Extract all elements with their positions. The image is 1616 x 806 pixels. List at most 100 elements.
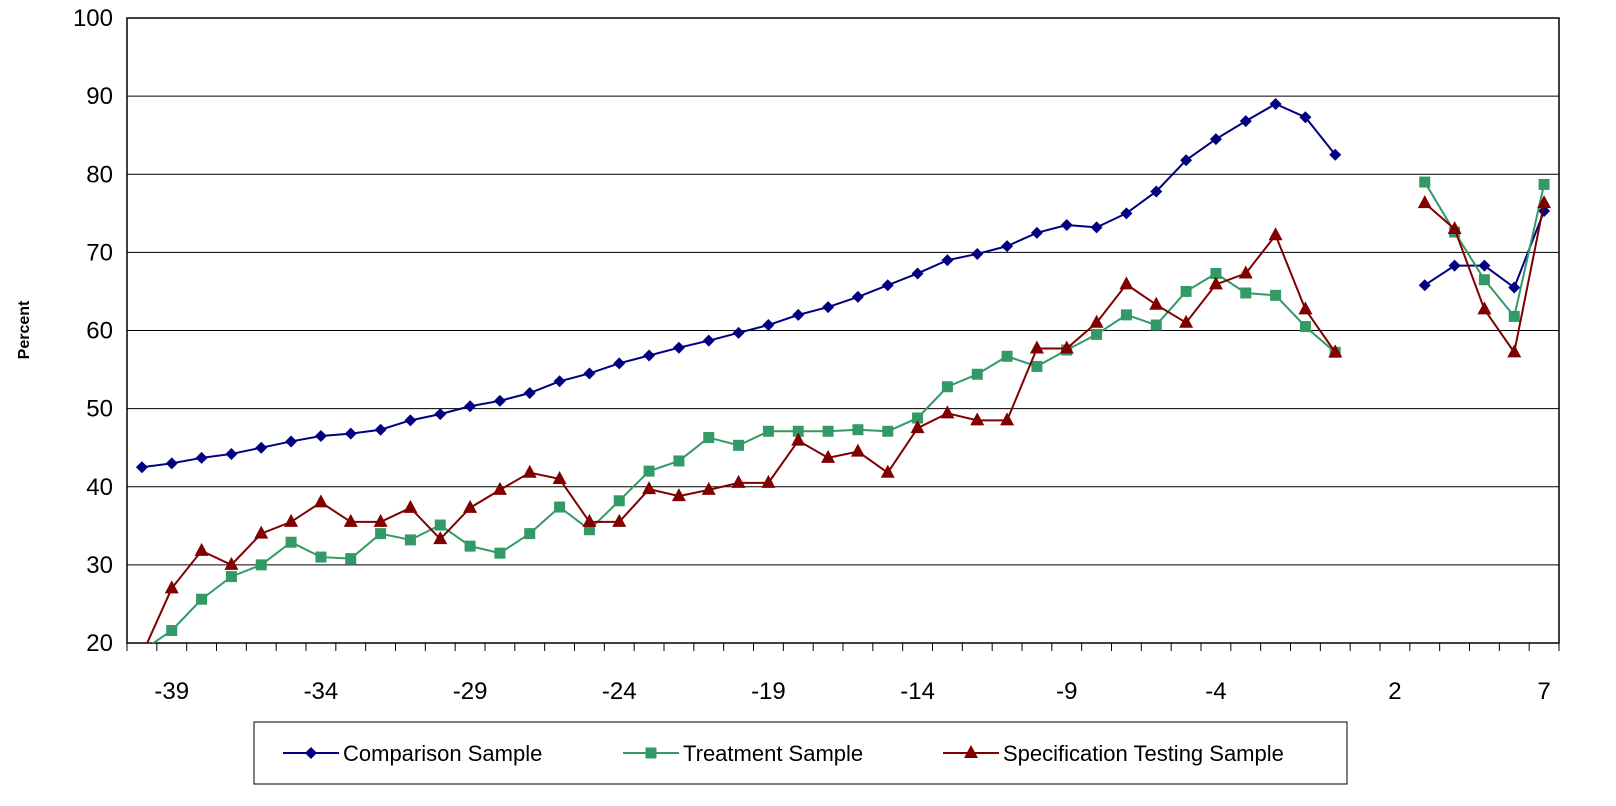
data-point [1089,314,1104,328]
data-point [912,412,924,424]
data-point [313,494,328,508]
legend: Comparison Sample Treatment Sample Specifi… [253,721,1348,785]
data-point [1031,360,1043,372]
data-point [1328,344,1343,358]
data-point [284,513,299,527]
data-point [792,308,805,321]
data-point [732,326,745,339]
data-point [1210,267,1222,279]
data-point [583,367,596,380]
data-point [1329,148,1342,161]
data-point [1120,207,1133,220]
data-point [1090,221,1103,234]
data-point [822,425,834,437]
data-point [1209,133,1222,146]
data-point [643,349,656,362]
data-point [941,381,953,393]
data-point [731,474,746,488]
data-point [136,645,147,656]
data-point [1029,340,1044,354]
data-point [850,443,865,457]
x-tick-label: -39 [154,678,189,705]
data-point [1060,219,1073,232]
data-point [1120,309,1132,321]
data-point [164,580,179,594]
data-point [463,499,478,513]
legend-label: Specification Testing Sample [1003,741,1284,766]
x-axis-ticks [126,643,1560,651]
data-point [345,553,357,565]
data-point [1059,340,1074,354]
x-tick-label: -29 [453,678,488,705]
legend-marker [964,745,978,758]
data-point [642,481,657,495]
data-point [194,542,209,556]
data-point [403,499,418,513]
data-point [375,528,387,540]
data-point [1239,115,1252,128]
data-point [344,427,357,440]
data-point [762,319,775,332]
data-point [791,432,806,446]
legend-marker [645,747,657,759]
data-point [1238,265,1253,279]
data-point [881,279,894,292]
data-point [195,451,208,464]
data-point [880,464,895,478]
data-point [612,513,627,527]
x-tick-label: 2 [1388,678,1401,705]
data-point [196,593,208,605]
data-point [851,290,864,303]
data-point [1508,310,1520,322]
series-2 [136,176,1550,656]
data-point [523,387,536,399]
data-point [374,423,387,436]
x-tick-label: -9 [1056,678,1077,705]
data-point [971,368,983,380]
data-point [1030,226,1043,239]
data-point [970,412,985,426]
data-point [583,524,595,536]
data-point [1507,344,1522,358]
data-point [1508,281,1521,294]
data-point [671,488,686,502]
data-point [1268,227,1283,241]
data-point [613,357,626,370]
y-tick-label: 100 [73,5,113,32]
data-point [404,414,417,427]
data-point [522,464,537,478]
data-point [1180,154,1193,167]
legend-box [253,721,1348,785]
data-point [255,559,267,571]
data-point [1448,259,1461,272]
data-point [433,531,448,545]
data-point [940,405,955,419]
data-point [643,465,655,477]
data-point [1208,276,1223,290]
data-point [1299,321,1311,333]
data-point [1418,279,1431,292]
y-tick-label: 80 [86,161,113,188]
data-point [434,408,447,421]
y-axis-label: Percent [16,300,33,359]
data-point [315,551,327,563]
data-point [1180,285,1192,297]
data-point [1269,97,1282,110]
data-point [373,513,388,527]
data-point [1149,296,1164,310]
data-point [554,501,566,513]
data-point [343,513,358,527]
data-point [703,432,715,444]
y-tick-label: 50 [86,396,113,423]
data-point [494,547,506,559]
data-point [1417,195,1432,209]
data-point [493,394,506,407]
data-point [135,647,149,660]
data-point [492,481,507,495]
data-point [1179,314,1194,328]
legend-label: Comparison Sample [343,741,542,766]
data-point [613,495,625,507]
data-point [553,375,566,388]
data-point [135,461,148,474]
data-point [910,420,925,434]
